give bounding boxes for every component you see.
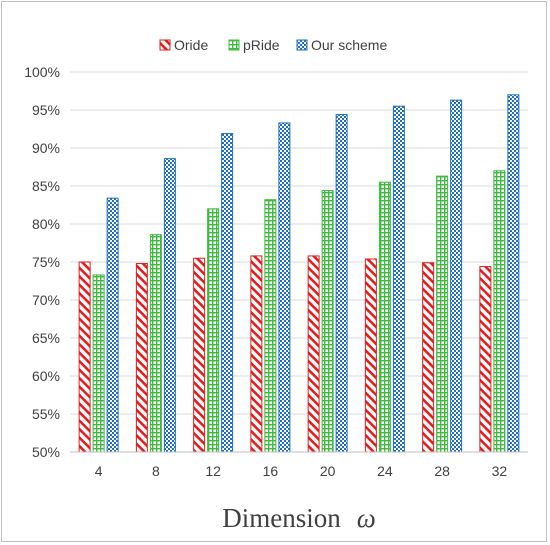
y-tick-label: 70% <box>32 292 60 308</box>
bar-oride <box>422 262 435 453</box>
x-axis-label-text: Dimension <box>222 503 341 533</box>
bar-our-scheme <box>106 197 119 453</box>
bar-pride <box>92 274 105 453</box>
bar-oride <box>364 258 377 453</box>
bar-oride <box>78 261 91 453</box>
bars <box>78 94 520 453</box>
y-tick-label: 95% <box>32 102 60 118</box>
y-tick-label: 65% <box>32 330 60 346</box>
legend-swatch-pride <box>228 39 240 51</box>
bar-our-scheme <box>278 122 291 453</box>
bar-our-scheme <box>163 158 176 453</box>
bar-pride <box>378 181 391 453</box>
x-axis-label-symbol: ω <box>357 503 376 533</box>
legend-swatch-our-scheme <box>296 39 308 51</box>
bar-our-scheme <box>507 94 520 453</box>
x-tick-label: 8 <box>152 463 160 479</box>
axes: 50% 55% 60% 65% 70% 75% 80% 85% 90% 95% 100% 4 8 12 16… <box>24 64 528 479</box>
bar-pride <box>149 234 162 453</box>
y-tick-label: 75% <box>32 254 60 270</box>
x-tick-label: 12 <box>205 463 221 479</box>
bar-pride <box>493 170 506 453</box>
bar-oride <box>135 263 148 453</box>
bar-pride <box>264 199 277 453</box>
y-tick-label: 55% <box>32 406 60 422</box>
x-axis-label: Dimension ω <box>222 503 376 533</box>
x-tick-label: 16 <box>263 463 279 479</box>
y-tick-label: 90% <box>32 140 60 156</box>
bar-our-scheme <box>221 133 234 453</box>
bar-oride <box>479 266 492 453</box>
bar-oride <box>307 255 320 453</box>
y-tick-label: 50% <box>32 444 60 460</box>
legend-label: Oride <box>174 37 208 53</box>
x-tick-label: 28 <box>434 463 450 479</box>
y-tick-label: 100% <box>24 64 60 80</box>
bar-oride <box>250 255 263 453</box>
bar-pride <box>436 175 449 453</box>
y-tick-label: 85% <box>32 178 60 194</box>
bar-our-scheme <box>335 114 348 453</box>
x-tick-label: 24 <box>377 463 393 479</box>
legend-label: pRide <box>243 37 280 53</box>
legend: Oride pRide Our scheme <box>159 37 387 53</box>
bar-our-scheme <box>392 105 405 453</box>
legend-label: Our scheme <box>311 37 387 53</box>
bar-pride <box>207 208 220 453</box>
y-tick-label: 80% <box>32 216 60 232</box>
bar-pride <box>321 190 334 453</box>
y-tick-label: 60% <box>32 368 60 384</box>
x-tick-label: 32 <box>492 463 508 479</box>
x-tick-label: 4 <box>95 463 103 479</box>
bar-oride <box>193 257 206 453</box>
legend-swatch-oride <box>159 39 171 51</box>
x-tick-label: 20 <box>320 463 336 479</box>
bar-our-scheme <box>450 99 463 453</box>
